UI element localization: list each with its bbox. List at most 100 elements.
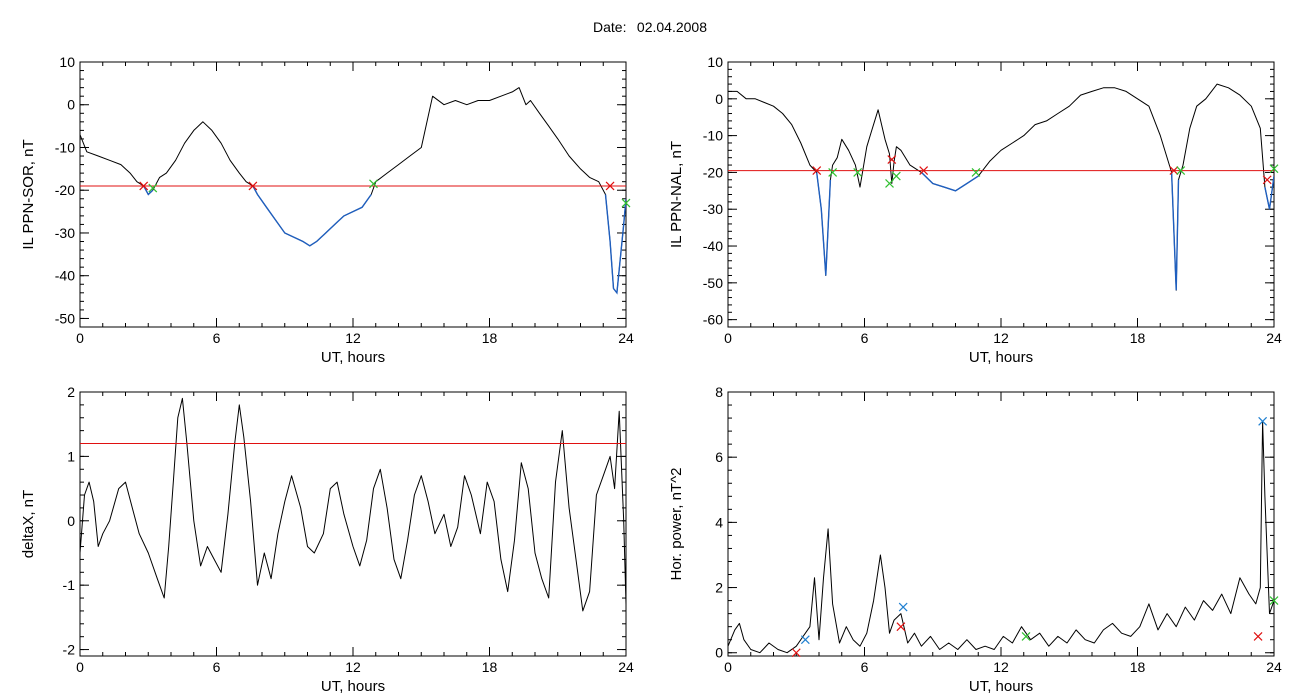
chart-panel-il-ppn-sor: 0 6 12 18 24 10 0 -10 -20 -30 -40 -50 UT, hours IL PP… <box>20 54 634 366</box>
x-tick-label: 18 <box>1130 330 1146 346</box>
y-axis-title: IL PPN-NAL, nT <box>668 141 685 248</box>
x-tick-label: 0 <box>76 330 84 346</box>
y-axis-title: Hor. power, nT^2 <box>668 468 685 581</box>
green-cross-marker <box>891 171 901 181</box>
y-tick-label: 10 <box>59 54 75 70</box>
y-tick-label: 6 <box>715 449 723 465</box>
green-cross-marker <box>828 167 838 177</box>
plot-area <box>728 420 1274 654</box>
chart-panel-deltax: 0 6 12 18 24 2 1 0 -1 -2 UT, hours deltaX, nT <box>20 384 634 695</box>
green-cross-marker <box>1176 166 1186 176</box>
x-tick-label: 18 <box>1130 659 1146 675</box>
below-threshold-segment <box>1264 176 1274 210</box>
below-threshold-segment <box>604 194 626 295</box>
data-series-line <box>728 420 1274 654</box>
red-cross-marker <box>248 181 258 191</box>
below-threshold-segment <box>1170 172 1180 291</box>
y-tick-label: 2 <box>715 580 723 596</box>
y-tick-label: -40 <box>703 238 723 254</box>
data-series-line <box>728 83 1274 291</box>
y-tick-label: 0 <box>67 97 75 113</box>
x-tick-label: 0 <box>724 330 732 346</box>
green-cross-marker <box>1269 596 1279 606</box>
red-cross-marker <box>1253 632 1263 641</box>
chart-panel-il-ppn-nal: 0 6 12 18 24 10 0 -10 -20 -30 -40 -50 -60 UT, hours IL… <box>668 54 1282 366</box>
plot-frame <box>727 61 1275 328</box>
date-label: Date: <box>593 19 627 35</box>
red-cross-marker <box>605 181 615 191</box>
y-axis-title: IL PPN-SOR, nT <box>20 139 37 249</box>
y-tick-label: -30 <box>55 225 75 241</box>
green-cross-marker <box>148 183 158 193</box>
below-threshold-segment <box>816 172 832 276</box>
data-series-line <box>80 87 626 294</box>
blue-cross-marker <box>800 635 810 645</box>
x-tick-label: 12 <box>993 330 1009 346</box>
x-tick-label: 24 <box>1266 330 1282 346</box>
y-tick-label: -50 <box>703 275 723 291</box>
y-tick-label: -20 <box>703 164 723 180</box>
x-tick-label: 24 <box>618 330 634 346</box>
y-tick-label: 2 <box>67 384 75 400</box>
blue-cross-marker <box>898 602 908 612</box>
date-value: 02.04.2008 <box>636 19 707 35</box>
green-cross-marker <box>621 198 631 208</box>
y-tick-label: -10 <box>703 128 723 144</box>
x-axis-title: UT, hours <box>321 678 385 695</box>
plot-area <box>80 87 626 295</box>
x-axis-title: UT, hours <box>969 349 1033 366</box>
plot-area <box>80 397 626 612</box>
y-tick-label: -40 <box>55 268 75 284</box>
red-cross-marker <box>896 622 906 632</box>
y-tick-label: -10 <box>55 139 75 155</box>
red-cross-marker <box>1262 175 1272 185</box>
chart-panel-horizontal-power: 0 6 12 18 24 8 6 4 2 0 UT, hours Hor. power, nT^2 <box>668 384 1282 695</box>
y-tick-label: -50 <box>55 310 75 326</box>
x-tick-label: 24 <box>1266 659 1282 675</box>
y-tick-label: -30 <box>703 201 723 217</box>
y-tick-label: 0 <box>715 91 723 107</box>
x-tick-label: 18 <box>482 330 498 346</box>
y-tick-label: 0 <box>715 645 723 661</box>
red-cross-marker <box>791 648 801 658</box>
x-axis-title: UT, hours <box>321 349 385 366</box>
y-axis-title: deltaX, nT <box>20 490 37 558</box>
below-threshold-segment <box>920 171 979 192</box>
red-cross-marker <box>1169 166 1179 176</box>
y-tick-label: -60 <box>703 312 723 328</box>
green-cross-marker <box>1269 164 1279 174</box>
x-axis-title: UT, hours <box>969 678 1033 695</box>
red-cross-marker <box>139 181 149 191</box>
green-cross-marker <box>971 167 981 177</box>
y-tick-label: -20 <box>55 182 75 198</box>
red-cross-marker <box>919 166 929 176</box>
x-tick-label: 0 <box>76 659 84 675</box>
red-cross-marker <box>812 166 822 176</box>
plot-frame <box>79 61 627 328</box>
x-tick-label: 12 <box>345 659 361 675</box>
y-tick-label: 4 <box>715 514 723 530</box>
red-cross-marker <box>887 155 897 164</box>
below-threshold-segment <box>252 185 372 247</box>
x-tick-label: 0 <box>724 659 732 675</box>
date-header: Date: 02.04.2008 <box>0 19 1300 37</box>
y-tick-label: 10 <box>707 54 723 70</box>
green-cross-marker <box>369 179 378 189</box>
green-cross-marker <box>885 179 894 188</box>
data-series-line <box>80 397 626 612</box>
x-tick-label: 12 <box>993 659 1009 675</box>
below-threshold-segment <box>143 185 154 196</box>
plot-area <box>728 83 1274 291</box>
y-tick-label: 1 <box>67 448 75 464</box>
x-tick-label: 18 <box>482 659 498 675</box>
green-cross-marker <box>853 167 863 177</box>
x-tick-label: 6 <box>213 659 221 675</box>
x-tick-label: 6 <box>861 659 869 675</box>
x-tick-label: 6 <box>861 330 869 346</box>
y-tick-label: 8 <box>715 384 723 400</box>
y-tick-label: 0 <box>67 513 75 529</box>
green-cross-marker <box>1021 632 1031 641</box>
x-tick-label: 12 <box>345 330 361 346</box>
blue-cross-marker <box>1258 416 1268 426</box>
